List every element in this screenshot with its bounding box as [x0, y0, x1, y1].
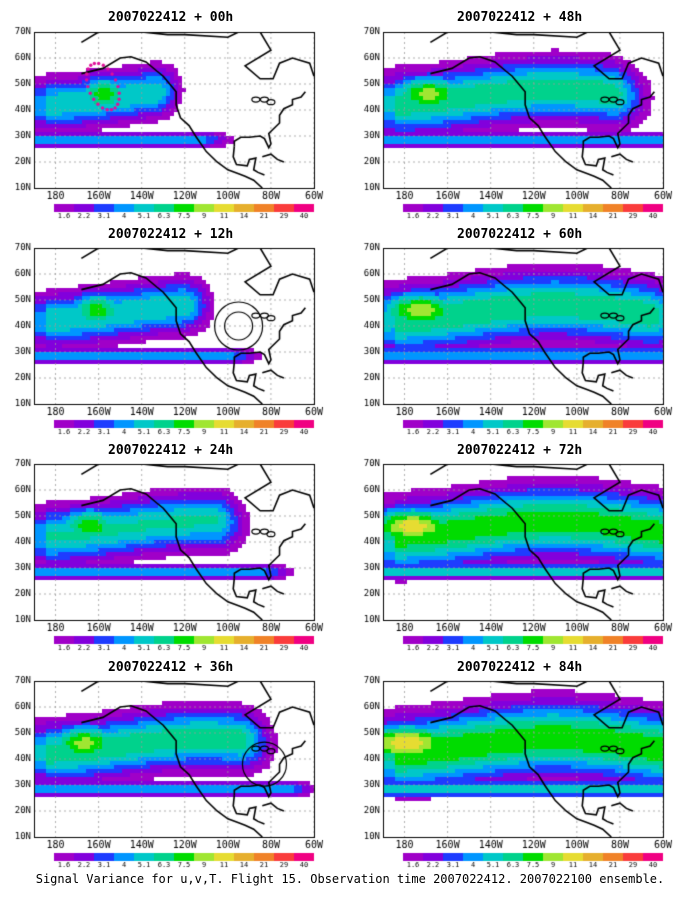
panel-title-48h: 2007022412 + 48h	[457, 10, 583, 25]
panel-title-60h: 2007022412 + 60h	[457, 227, 583, 242]
panel-title-00h: 2007022412 + 00h	[108, 10, 234, 25]
panel-title-24h: 2007022412 + 24h	[108, 443, 234, 458]
panel-title-36h: 2007022412 + 36h	[108, 660, 234, 675]
panel-title-72h: 2007022412 + 72h	[457, 443, 583, 458]
panel-title-12h: 2007022412 + 12h	[108, 227, 234, 242]
panel-title-84h: 2007022412 + 84h	[457, 660, 583, 675]
figure-caption: Signal Variance for u,v,T. Flight 15. Ob…	[35, 872, 665, 886]
